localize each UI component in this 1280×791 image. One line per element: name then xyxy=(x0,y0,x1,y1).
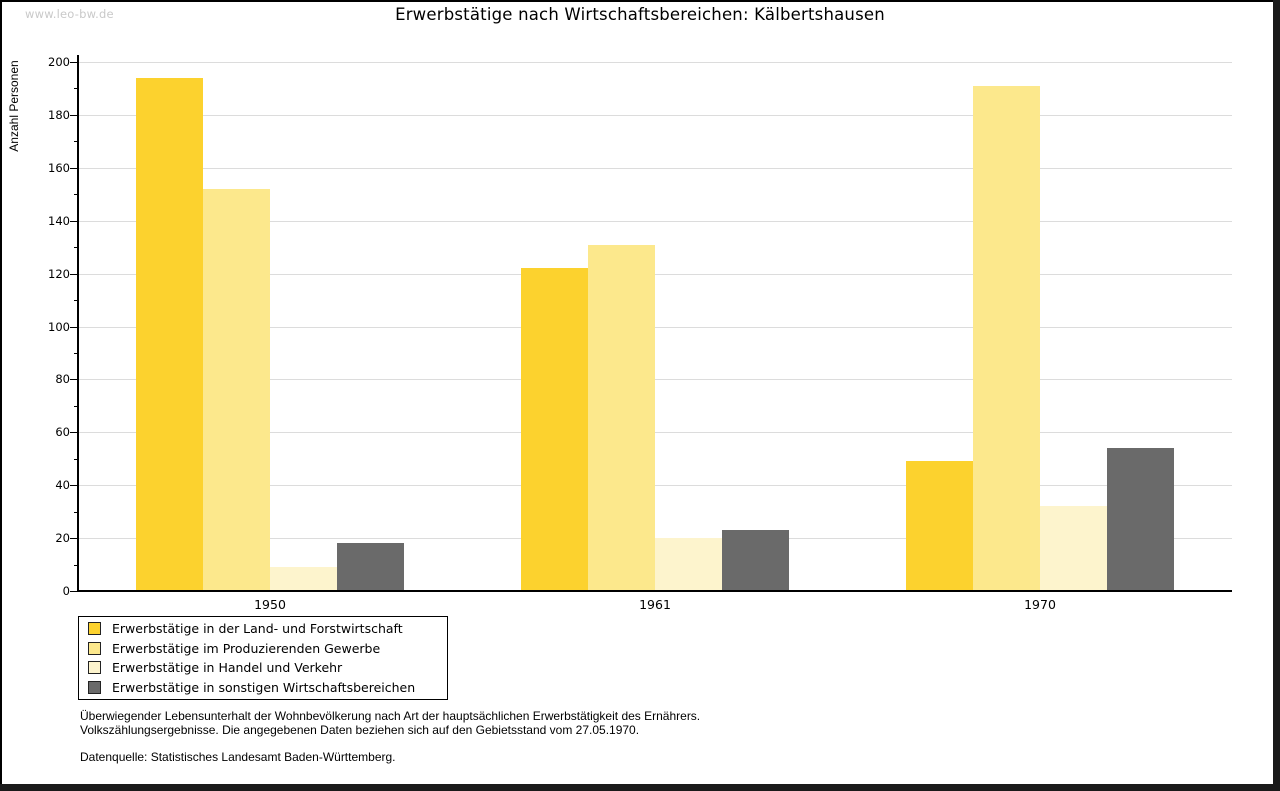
y-tick-120 xyxy=(70,274,78,275)
frame-top-border xyxy=(0,0,1280,2)
y-tick-40 xyxy=(70,485,78,486)
gridline-160 xyxy=(78,168,1232,169)
legend-item-4: Erwerbstätige in sonstigen Wirtschaftsbe… xyxy=(88,678,447,698)
legend-label-1: Erwerbstätige in der Land- und Forstwirt… xyxy=(112,621,403,637)
legend-swatch-1 xyxy=(88,622,101,636)
y-tick-170 xyxy=(74,141,78,142)
legend-label-2: Erwerbstätige im Produzierenden Gewerbe xyxy=(112,640,381,656)
y-tick-label-160: 160 xyxy=(48,161,70,175)
frame-bottom-border xyxy=(0,784,1280,791)
y-tick-80 xyxy=(70,379,78,380)
y-tick-label-60: 60 xyxy=(55,425,70,439)
footnote-line-1: Überwiegender Lebensunterhalt der Wohnbe… xyxy=(80,709,701,723)
legend-item-3: Erwerbstätige in Handel und Verkehr xyxy=(88,658,447,678)
y-tick-label-180: 180 xyxy=(48,108,70,122)
y-tick-70 xyxy=(74,406,78,407)
bar-1950-series-1 xyxy=(136,78,203,591)
frame-right-border xyxy=(1273,0,1280,791)
bar-1950-series-4 xyxy=(337,543,404,591)
legend-swatch-2 xyxy=(88,641,101,655)
watermark: www.leo-bw.de xyxy=(25,7,114,21)
gridline-60 xyxy=(78,432,1232,433)
y-tick-160 xyxy=(70,168,78,169)
chart-title: Erwerbstätige nach Wirtschaftsbereichen:… xyxy=(395,5,885,24)
y-tick-label-100: 100 xyxy=(48,320,70,334)
y-tick-label-0: 0 xyxy=(62,584,70,598)
bar-1970-series-4 xyxy=(1107,448,1174,591)
y-tick-60 xyxy=(70,432,78,433)
y-tick-90 xyxy=(74,353,78,354)
bar-1961-series-4 xyxy=(722,530,789,591)
bar-1970-series-1 xyxy=(906,461,973,591)
y-tick-130 xyxy=(74,247,78,248)
legend: Erwerbstätige in der Land- und Forstwirt… xyxy=(78,616,448,700)
bar-1961-series-3 xyxy=(655,538,722,591)
y-tick-100 xyxy=(70,327,78,328)
bar-1970-series-3 xyxy=(1040,506,1107,591)
y-axis-line xyxy=(77,55,79,592)
legend-label-4: Erwerbstätige in sonstigen Wirtschaftsbe… xyxy=(112,679,416,695)
legend-swatch-4 xyxy=(88,680,101,694)
y-tick-150 xyxy=(74,194,78,195)
y-tick-200 xyxy=(70,62,78,63)
gridline-120 xyxy=(78,274,1232,275)
gridline-40 xyxy=(78,485,1232,486)
y-tick-label-200: 200 xyxy=(48,55,70,69)
y-tick-10 xyxy=(74,565,78,566)
bar-1970-series-2 xyxy=(973,86,1040,591)
bar-1961-series-2 xyxy=(588,245,655,591)
x-tick-label-1970: 1970 xyxy=(1024,597,1056,612)
gridline-100 xyxy=(78,327,1232,328)
y-tick-0 xyxy=(70,591,78,592)
footnotes: Überwiegender Lebensunterhalt der Wohnbe… xyxy=(80,709,1180,765)
gridline-200 xyxy=(78,62,1232,63)
y-tick-label-40: 40 xyxy=(55,478,70,492)
y-tick-110 xyxy=(74,300,78,301)
x-tick-label-1961: 1961 xyxy=(639,597,671,612)
legend-swatch-3 xyxy=(88,661,101,675)
data-source: Datenquelle: Statistisches Landesamt Bad… xyxy=(80,750,396,764)
y-tick-label-120: 120 xyxy=(48,267,70,281)
y-tick-label-140: 140 xyxy=(48,214,70,228)
frame-left-border xyxy=(0,0,2,791)
legend-item-2: Erwerbstätige im Produzierenden Gewerbe xyxy=(88,639,447,659)
gridline-140 xyxy=(78,221,1232,222)
x-tick-label-1950: 1950 xyxy=(254,597,286,612)
footnote-line-2: Volkszählungsergebnisse. Die angegebenen… xyxy=(80,722,640,737)
gridline-80 xyxy=(78,379,1232,380)
y-tick-140 xyxy=(70,221,78,222)
y-tick-180 xyxy=(70,115,78,116)
x-axis-line xyxy=(77,590,1232,592)
y-tick-190 xyxy=(74,88,78,89)
legend-label-3: Erwerbstätige in Handel und Verkehr xyxy=(112,660,343,676)
y-tick-30 xyxy=(74,512,78,513)
bar-1950-series-2 xyxy=(203,189,270,591)
y-tick-label-20: 20 xyxy=(55,531,70,545)
legend-item-1: Erwerbstätige in der Land- und Forstwirt… xyxy=(88,619,447,639)
bar-1961-series-1 xyxy=(521,268,588,591)
bar-1950-series-3 xyxy=(270,567,337,591)
y-tick-label-80: 80 xyxy=(55,372,70,386)
y-tick-20 xyxy=(70,538,78,539)
y-tick-50 xyxy=(74,459,78,460)
gridline-180 xyxy=(78,115,1232,116)
